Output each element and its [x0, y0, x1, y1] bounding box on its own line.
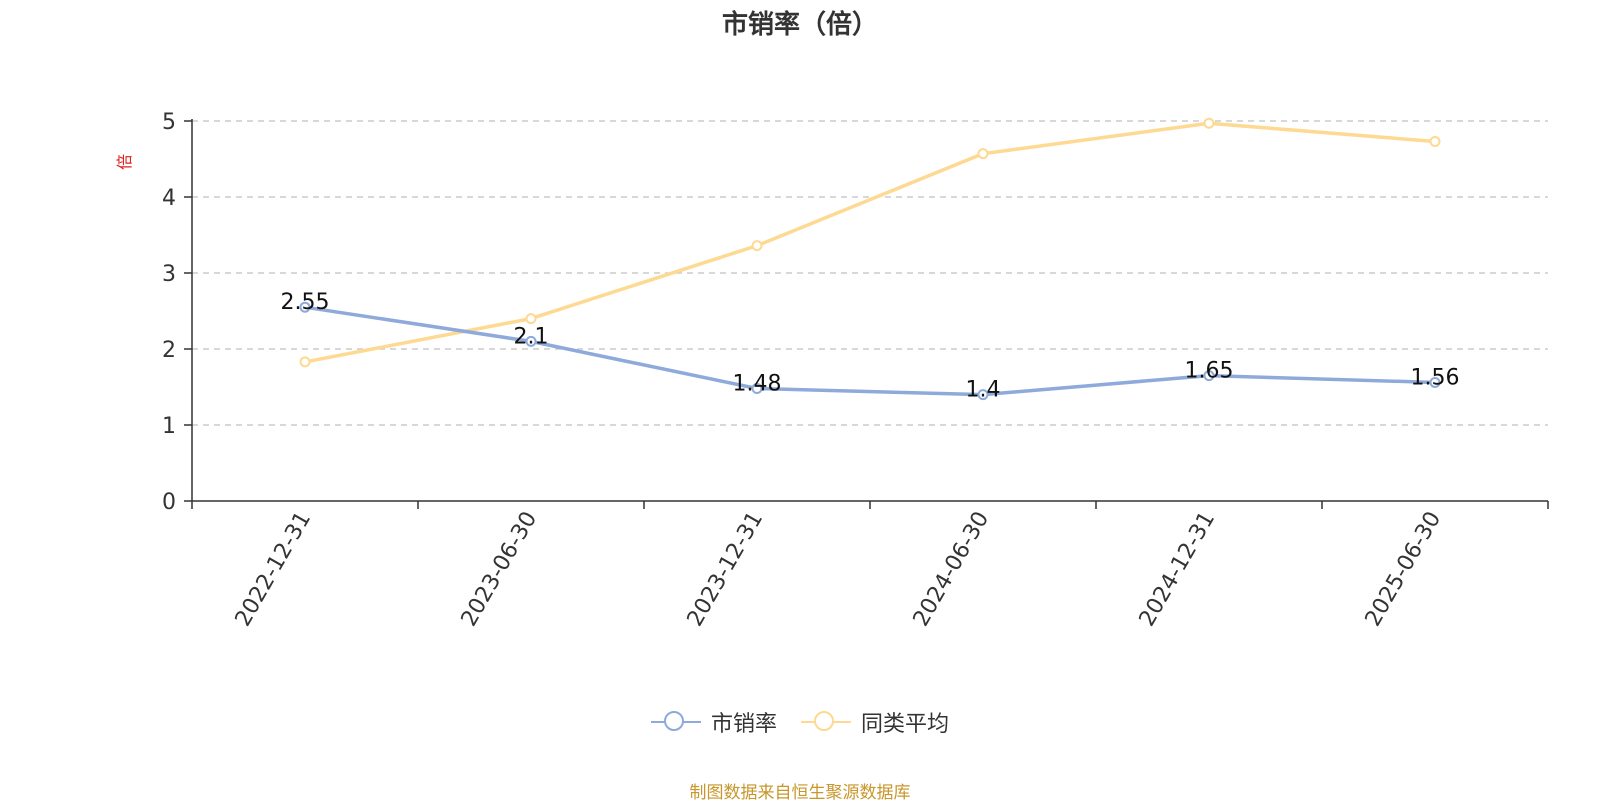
data-label: 1.56	[1411, 365, 1460, 390]
y-axis-unit-label: 倍	[115, 154, 134, 170]
data-point	[1203, 117, 1215, 129]
series-line-0	[304, 305, 1436, 397]
x-tick-label: 2023-06-30	[457, 508, 543, 631]
data-point	[299, 301, 311, 313]
y-tick-label: 0	[162, 490, 176, 515]
series-lines	[299, 117, 1441, 401]
gridlines	[192, 120, 1548, 426]
y-tick-label: 2	[162, 338, 176, 363]
x-tick-label: 2024-12-31	[1135, 508, 1221, 631]
data-label: 2.1	[514, 324, 549, 349]
legend-swatch-icon	[801, 710, 851, 734]
legend-label: 同类平均	[861, 712, 950, 737]
legend-label: 市销率	[710, 712, 777, 737]
x-tick-label: 2024-06-30	[909, 508, 995, 631]
data-point	[1203, 370, 1215, 382]
x-tick-label: 2023-12-31	[683, 508, 769, 631]
legend-item-peer-average[interactable]: 同类平均	[801, 706, 949, 738]
data-point	[977, 389, 989, 401]
data-label: 2.55	[281, 290, 330, 315]
series-line-1	[304, 121, 1436, 364]
y-tick-label: 5	[162, 110, 176, 135]
source-note: 制图数据来自恒生聚源数据库	[689, 783, 911, 803]
data-point	[751, 383, 763, 395]
x-tick-label: 2022-12-31	[231, 508, 317, 631]
legend: 市销率 同类平均	[0, 706, 1600, 738]
legend-swatch-icon	[650, 710, 701, 734]
data-label: 1.65	[1185, 359, 1234, 384]
data-label: 1.48	[733, 372, 782, 397]
data-point	[525, 313, 537, 325]
data-point	[525, 335, 537, 347]
axes: 0 1 2 3 4 5 2022-12-31 2023-06-30 2023-12-31 2024…	[115, 110, 1549, 631]
legend-item-pe[interactable]: 市销率	[650, 706, 777, 738]
data-point	[1429, 136, 1441, 148]
data-point	[977, 148, 989, 160]
data-labels: 2.55 2.1 1.48 1.4 1.65 1.56	[281, 290, 1460, 402]
chart-title: 市销率（倍）	[721, 10, 878, 40]
y-tick-label: 3	[162, 262, 176, 287]
data-point	[751, 240, 763, 252]
x-tick-label: 2025-06-30	[1361, 508, 1447, 631]
data-point	[1429, 376, 1441, 388]
y-tick-label: 4	[162, 186, 176, 211]
y-tick-label: 1	[162, 414, 176, 439]
data-label: 1.4	[966, 378, 1001, 403]
data-point	[299, 356, 311, 368]
